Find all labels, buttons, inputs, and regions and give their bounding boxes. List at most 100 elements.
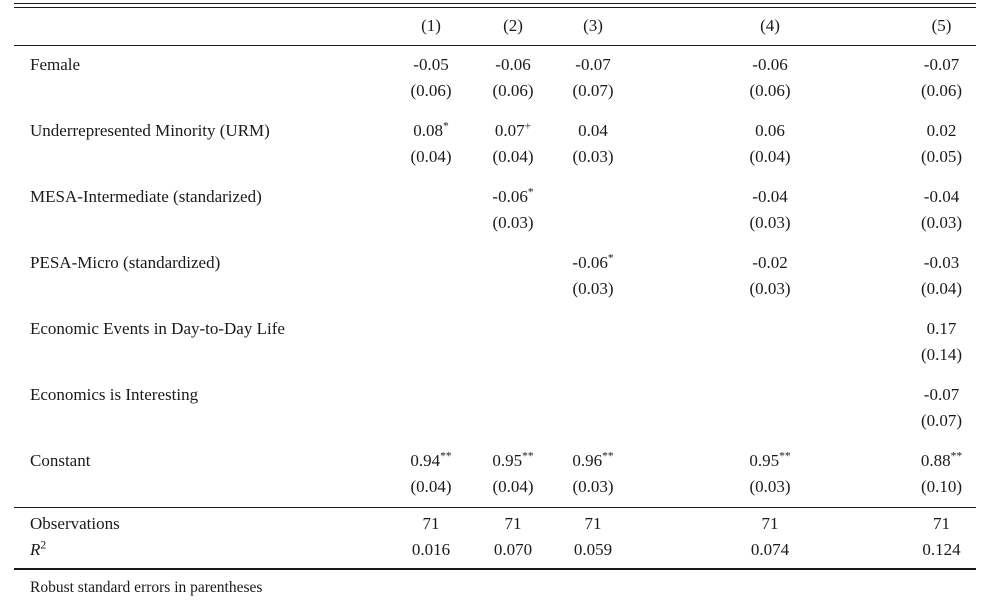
standard-error: (0.03) [749,213,791,232]
standard-error: (0.05) [920,147,963,166]
coefficient-cell [389,316,473,382]
variable-label: Economics is Interesting [30,385,199,404]
stat-value: 0.059 [573,540,613,559]
coefficient-value: 0.95** [492,450,534,470]
standard-error: (0.03) [749,477,791,496]
coefficient-cell: -0.06* (0.03) [553,250,633,316]
standard-error: (0.07) [572,81,614,100]
variable-label: Female [30,55,81,74]
coefficient-value: 0.95** [749,450,791,470]
regression-table: (1) (2) (3) (4) (5) Female -0.05 (0.06) -0.06 (0… [14,3,976,599]
summary-stats-rows: Observations 71 71 71 71 71 R2 0.016 0.070 0.059 0… [14,507,976,570]
significance-marker: ** [602,450,614,463]
coefficient-cell [633,316,907,382]
standard-error: (0.06) [410,81,452,100]
variable-label: Economic Events in Day-to-Day Life [30,319,285,338]
coefficient-cell: -0.04 (0.03) [633,184,907,250]
variable-label: MESA-Intermediate (standarized) [30,187,262,206]
coefficient-value: 0.02 [926,121,957,140]
coefficient-cell [389,184,473,250]
coefficient-cell: 0.96** (0.03) [553,448,633,508]
coefficient-value: -0.04 [752,187,788,206]
coefficient-row: Economic Events in Day-to-Day Life 0.17 (0… [14,316,976,382]
coefficient-cell: -0.03 (0.04) [907,250,976,316]
coefficient-cell: -0.07 (0.07) [553,46,633,119]
coefficient-cell [553,382,633,448]
coefficient-row: Constant 0.94** (0.04) 0.95** (0.04) 0.96** (0… [14,448,976,508]
stat-label-text: R [30,540,41,559]
coefficient-cell: 0.95** (0.04) [473,448,553,508]
coefficient-value: 0.04 [578,121,608,140]
coefficient-cell: 0.04 (0.03) [553,118,633,184]
significance-marker: ** [440,450,452,463]
coefficient-cell: -0.06 (0.06) [473,46,553,119]
standard-error: (0.10) [920,477,963,496]
column-header-2: (2) [473,8,553,46]
coefficient-cell: 0.06 (0.04) [633,118,907,184]
coefficient-value: 0.96** [572,450,614,470]
coefficient-value: -0.07 [575,55,611,74]
results-table: (1) (2) (3) (4) (5) Female -0.05 (0.06) -0.06 (0… [14,8,976,570]
coefficient-cell: -0.07 (0.06) [907,46,976,119]
stat-value: 71 [933,514,950,533]
coefficient-cell [553,316,633,382]
standard-error: (0.03) [572,477,614,496]
stat-value: 71 [584,514,602,533]
coefficient-value: 0.07+ [494,120,532,140]
standard-error: (0.03) [749,279,791,298]
significance-marker: ** [950,450,963,463]
coefficient-cell: -0.05 (0.06) [389,46,473,119]
coefficient-value: -0.07 [923,55,960,74]
coefficient-value: -0.04 [923,187,960,206]
coefficient-cell [553,184,633,250]
column-header-5: (5) [907,8,976,46]
significance-marker: * [607,252,614,265]
coefficient-cell: -0.06 (0.06) [633,46,907,119]
standard-error: (0.04) [410,477,452,496]
standard-error: (0.06) [920,81,963,100]
coefficient-cell [473,250,553,316]
standard-error: (0.03) [492,213,534,232]
stat-value: 71 [761,514,779,533]
coefficient-cell: -0.06* (0.03) [473,184,553,250]
coefficient-cell: 0.88** (0.10) [907,448,976,508]
coefficient-value: -0.05 [413,55,449,74]
standard-error: (0.04) [749,147,791,166]
coefficient-rows: Female -0.05 (0.06) -0.06 (0.06) -0.07 (0.07) -… [14,46,976,508]
coefficient-cell: 0.07+ (0.04) [473,118,553,184]
coefficient-row: Economics is Interesting -0.07 (0.07) [14,382,976,448]
column-header-3: (3) [553,8,633,46]
stat-value: 0.016 [411,540,451,559]
coefficient-value: -0.06* [572,252,614,272]
coefficient-value: -0.02 [752,253,788,272]
stat-label-superscript: 2 [40,539,47,552]
table-footnote: Robust standard errors in parentheses [30,579,263,596]
significance-marker: ** [522,450,534,463]
coefficient-value: -0.06 [752,55,788,74]
coefficient-value: 0.17 [926,319,957,338]
coefficient-row: Female -0.05 (0.06) -0.06 (0.06) -0.07 (0.07) -… [14,46,976,119]
coefficient-value: -0.06* [492,186,534,206]
standard-error: (0.03) [572,279,614,298]
coefficient-cell [389,250,473,316]
significance-marker: * [527,186,534,199]
coefficient-value: 0.08* [413,120,449,140]
variable-label: PESA-Micro (standardized) [30,253,221,272]
standard-error: (0.04) [410,147,452,166]
coefficient-cell [473,382,553,448]
significance-marker: * [443,120,449,133]
coefficient-cell: 0.94** (0.04) [389,448,473,508]
coefficient-cell: -0.04 (0.03) [907,184,976,250]
coefficient-row: Underrepresented Minority (URM) 0.08* (0.0… [14,118,976,184]
column-header-row: (1) (2) (3) (4) (5) [14,8,976,46]
standard-error: (0.04) [920,279,963,298]
coefficient-cell: 0.08* (0.04) [389,118,473,184]
stat-row: R2 0.016 0.070 0.059 0.074 0.124 [14,537,976,569]
significance-marker: ** [779,450,791,463]
stat-value: 0.124 [922,540,961,559]
standard-error: (0.03) [572,147,614,166]
coefficient-value: -0.07 [923,385,960,404]
significance-marker: + [524,120,532,133]
stat-label-text: Observations [30,514,120,533]
coefficient-value: -0.06 [495,55,531,74]
